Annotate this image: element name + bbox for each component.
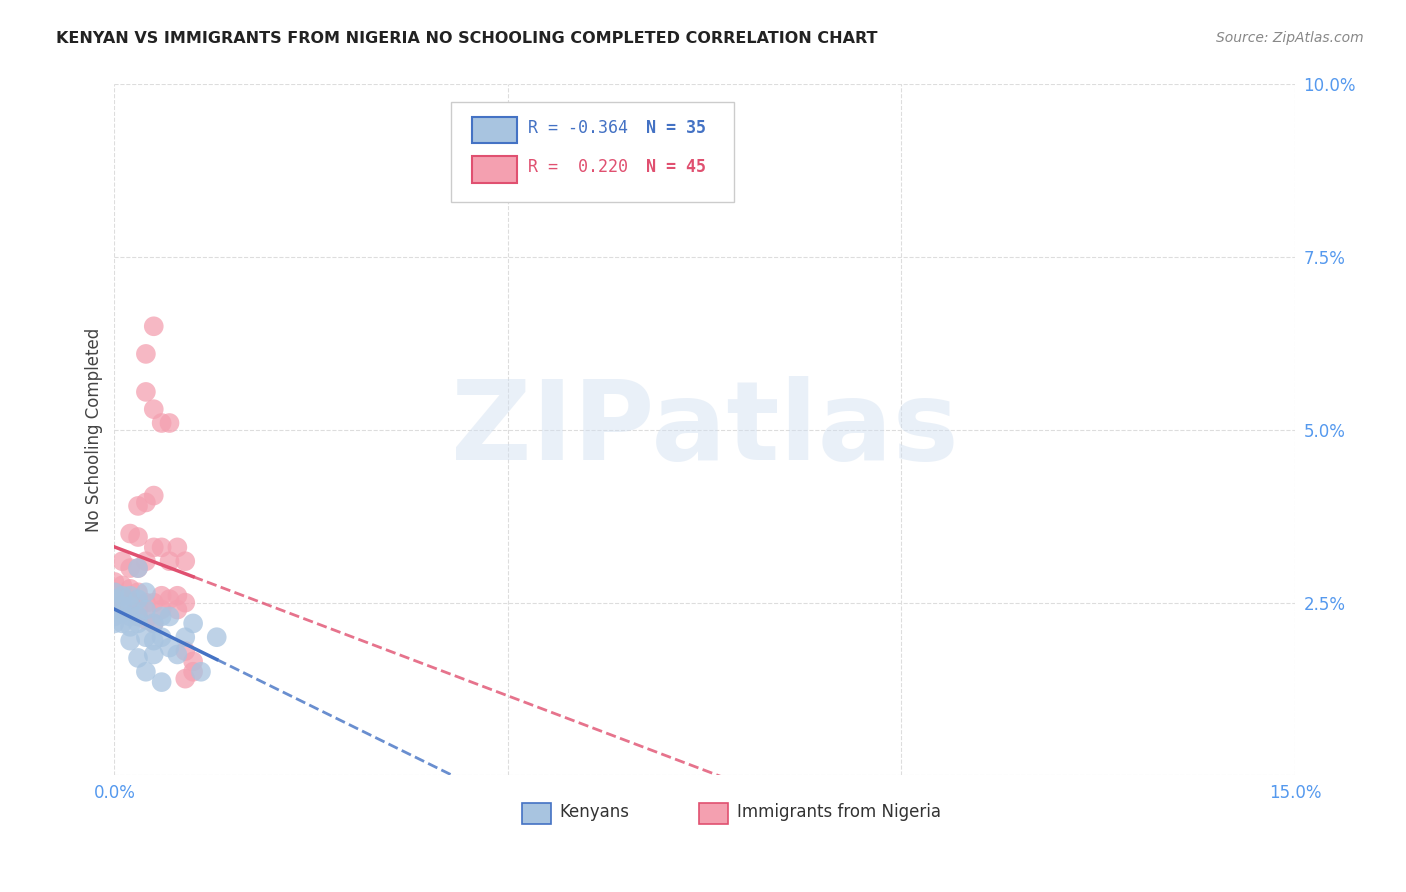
Point bbox=[111, 554, 134, 568]
Point bbox=[135, 602, 157, 616]
Point bbox=[142, 596, 165, 610]
Point bbox=[127, 609, 149, 624]
Point bbox=[150, 630, 173, 644]
Point bbox=[103, 602, 125, 616]
Point bbox=[166, 648, 188, 662]
FancyBboxPatch shape bbox=[472, 156, 517, 183]
Point bbox=[174, 554, 197, 568]
Point bbox=[190, 665, 212, 679]
Point bbox=[135, 585, 157, 599]
Point bbox=[127, 585, 149, 599]
Point bbox=[103, 616, 125, 631]
Point bbox=[150, 675, 173, 690]
Point bbox=[159, 592, 181, 607]
Point bbox=[135, 495, 157, 509]
Point bbox=[150, 589, 173, 603]
Point bbox=[127, 651, 149, 665]
Point bbox=[120, 526, 142, 541]
Point bbox=[127, 602, 149, 616]
Point bbox=[142, 489, 165, 503]
Point bbox=[150, 609, 173, 624]
Point bbox=[111, 599, 134, 614]
Point bbox=[174, 672, 197, 686]
Point bbox=[166, 589, 188, 603]
Point bbox=[103, 596, 125, 610]
Point bbox=[142, 648, 165, 662]
Point bbox=[127, 530, 149, 544]
Point bbox=[120, 561, 142, 575]
Point bbox=[111, 616, 134, 631]
Point bbox=[159, 416, 181, 430]
FancyBboxPatch shape bbox=[522, 803, 551, 824]
Point bbox=[135, 613, 157, 627]
Text: R =  0.220: R = 0.220 bbox=[527, 159, 627, 177]
Point bbox=[135, 630, 157, 644]
Point bbox=[142, 633, 165, 648]
Point bbox=[181, 654, 204, 668]
Point bbox=[159, 609, 181, 624]
Point bbox=[127, 561, 149, 575]
Point bbox=[127, 609, 149, 624]
Point bbox=[111, 589, 134, 603]
Text: Source: ZipAtlas.com: Source: ZipAtlas.com bbox=[1216, 31, 1364, 45]
Point bbox=[111, 578, 134, 592]
FancyBboxPatch shape bbox=[451, 102, 734, 202]
Point bbox=[166, 602, 188, 616]
Point bbox=[174, 630, 197, 644]
Point bbox=[174, 644, 197, 658]
Point bbox=[174, 596, 197, 610]
Point bbox=[127, 592, 149, 607]
Text: N = 35: N = 35 bbox=[645, 119, 706, 137]
Point bbox=[150, 602, 173, 616]
Point bbox=[120, 589, 142, 603]
Point bbox=[120, 582, 142, 596]
Point bbox=[103, 585, 125, 599]
Point bbox=[127, 499, 149, 513]
Point bbox=[181, 665, 204, 679]
Point bbox=[135, 596, 157, 610]
Point bbox=[120, 609, 142, 624]
Point bbox=[205, 630, 228, 644]
Point bbox=[150, 416, 173, 430]
Point bbox=[142, 616, 165, 631]
Point bbox=[159, 640, 181, 655]
Point bbox=[120, 620, 142, 634]
Point bbox=[142, 319, 165, 334]
FancyBboxPatch shape bbox=[699, 803, 728, 824]
Point bbox=[135, 347, 157, 361]
Point bbox=[127, 561, 149, 575]
Point bbox=[103, 609, 125, 624]
Point bbox=[166, 541, 188, 555]
Point bbox=[142, 402, 165, 417]
Point bbox=[103, 585, 125, 599]
Text: KENYAN VS IMMIGRANTS FROM NIGERIA NO SCHOOLING COMPLETED CORRELATION CHART: KENYAN VS IMMIGRANTS FROM NIGERIA NO SCH… bbox=[56, 31, 877, 46]
Point bbox=[103, 592, 125, 607]
Point bbox=[111, 606, 134, 620]
Point bbox=[142, 541, 165, 555]
Text: Immigrants from Nigeria: Immigrants from Nigeria bbox=[737, 803, 941, 821]
Point bbox=[181, 616, 204, 631]
Text: Kenyans: Kenyans bbox=[560, 803, 630, 821]
Point bbox=[135, 384, 157, 399]
Point bbox=[120, 599, 142, 614]
Text: R = -0.364: R = -0.364 bbox=[527, 119, 627, 137]
Point bbox=[111, 592, 134, 607]
Text: ZIPatlas: ZIPatlas bbox=[451, 376, 959, 483]
Point bbox=[150, 541, 173, 555]
Y-axis label: No Schooling Completed: No Schooling Completed bbox=[86, 327, 103, 532]
Point bbox=[103, 574, 125, 589]
Point bbox=[159, 554, 181, 568]
Text: N = 45: N = 45 bbox=[645, 159, 706, 177]
Point bbox=[120, 596, 142, 610]
Point bbox=[135, 665, 157, 679]
Point bbox=[135, 554, 157, 568]
Point bbox=[120, 633, 142, 648]
FancyBboxPatch shape bbox=[472, 117, 517, 144]
Point bbox=[142, 616, 165, 631]
Point bbox=[127, 616, 149, 631]
